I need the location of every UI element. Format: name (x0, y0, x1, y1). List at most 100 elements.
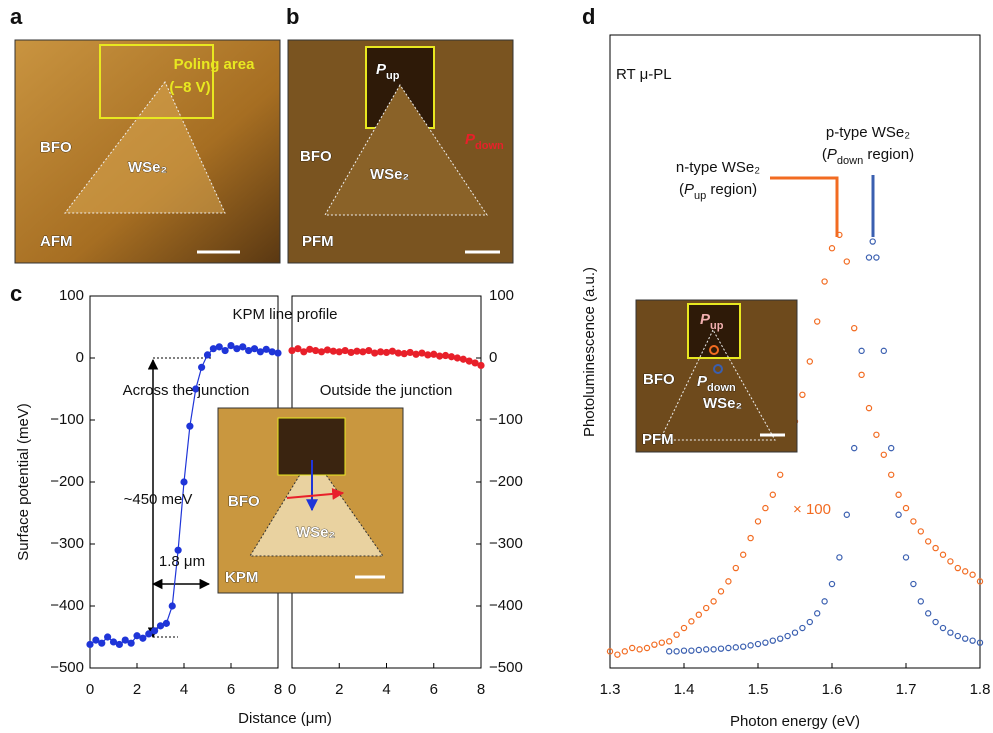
data-point (216, 344, 222, 350)
data-point (122, 637, 128, 643)
data-point (970, 572, 975, 577)
data-point (425, 352, 431, 358)
data-point (859, 348, 864, 353)
data-point (852, 326, 857, 331)
data-point (881, 452, 886, 457)
data-point (205, 352, 211, 358)
y-tick-label: −200 (489, 473, 523, 490)
inset-label: WSe₂ (703, 395, 742, 412)
data-point (800, 625, 805, 630)
data-point (240, 344, 246, 350)
data-point (354, 348, 360, 354)
data-point (622, 649, 627, 654)
data-point (874, 255, 879, 260)
data-point (275, 350, 281, 356)
data-point (763, 505, 768, 510)
data-point (366, 348, 372, 354)
data-point (93, 637, 99, 643)
data-point (918, 529, 923, 534)
data-point (963, 569, 968, 574)
image-label: BFO (40, 139, 72, 156)
data-point (466, 358, 472, 364)
x-tick-label: 1.7 (896, 681, 917, 698)
annotation: KPM line profile (232, 306, 337, 323)
data-point (419, 350, 425, 356)
data-point (940, 625, 945, 630)
data-point (437, 353, 443, 359)
data-point (948, 630, 953, 635)
data-point (681, 648, 686, 653)
data-point (970, 638, 975, 643)
data-point (105, 634, 111, 640)
y-tick-label: −400 (489, 597, 523, 614)
data-point (748, 643, 753, 648)
x-tick-label: 1.5 (748, 681, 769, 698)
data-point (800, 392, 805, 397)
data-point (289, 348, 295, 354)
y-tick-label: −200 (50, 473, 84, 490)
data-point (460, 356, 466, 362)
data-point (933, 619, 938, 624)
annotation: RT μ-PL (616, 66, 672, 83)
panel-label: a (10, 4, 23, 29)
data-point (324, 347, 330, 353)
data-point (319, 349, 325, 355)
data-point (199, 364, 205, 370)
annotation: (Pup region) (679, 181, 757, 202)
y-tick-label: −300 (489, 535, 523, 552)
data-point (718, 646, 723, 651)
data-point (911, 581, 916, 586)
data-point (637, 647, 642, 652)
data-point (667, 639, 672, 644)
data-point (718, 589, 723, 594)
x-axis-label: Photon energy (eV) (730, 713, 860, 730)
annotation: Across the junction (123, 382, 250, 399)
data-point (407, 349, 413, 355)
x-tick-label: 2 (133, 681, 141, 698)
data-point (644, 645, 649, 650)
data-point (770, 638, 775, 643)
data-point (704, 605, 709, 610)
text-run: up (694, 190, 706, 202)
x-tick-label: 4 (180, 681, 188, 698)
data-point (704, 647, 709, 652)
data-point (911, 519, 916, 524)
data-point (111, 639, 117, 645)
data-point (903, 505, 908, 510)
data-point (252, 346, 258, 352)
data-point (918, 599, 923, 604)
data-point (295, 346, 301, 352)
data-point (933, 545, 938, 550)
data-point (615, 652, 620, 657)
data-point (313, 348, 319, 354)
x-tick-label: 6 (227, 681, 235, 698)
x-tick-label: 2 (335, 681, 343, 698)
data-point (726, 579, 731, 584)
data-point (152, 628, 158, 634)
data-point (667, 649, 672, 654)
data-point (889, 446, 894, 451)
data-point (269, 349, 275, 355)
y-tick-label: 100 (59, 287, 84, 304)
data-point (169, 603, 175, 609)
data-point (128, 640, 134, 646)
x-tick-label: 0 (288, 681, 296, 698)
data-point (696, 647, 701, 652)
data-point (263, 346, 269, 352)
data-point (330, 348, 336, 354)
text-run: down (707, 382, 736, 394)
data-point (222, 348, 228, 354)
data-point (140, 635, 146, 641)
x-tick-label: 0 (86, 681, 94, 698)
data-point (696, 612, 701, 617)
text-run: down (475, 140, 504, 152)
data-point (829, 581, 834, 586)
image-label: (−8 V) (169, 79, 210, 96)
data-point (389, 348, 395, 354)
annotation: × 100 (793, 501, 831, 518)
data-point (689, 619, 694, 624)
data-point (755, 641, 760, 646)
data-point (87, 641, 93, 647)
data-point (146, 631, 152, 637)
annotation: p-type WSe₂ (826, 124, 910, 141)
